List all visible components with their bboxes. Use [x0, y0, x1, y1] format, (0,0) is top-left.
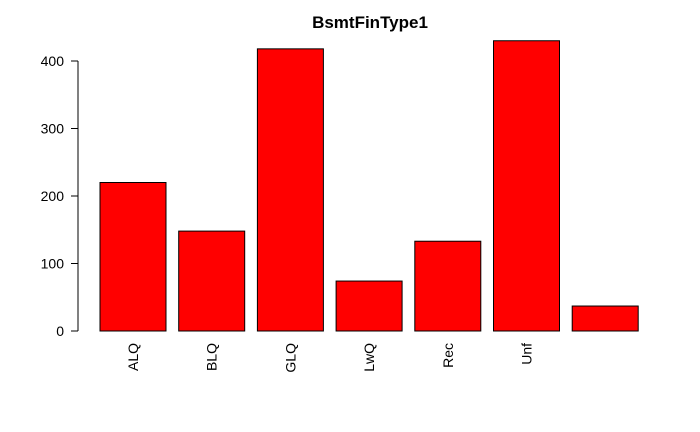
y-tick-label: 400 [41, 53, 65, 69]
chart-title: BsmtFinType1 [312, 13, 428, 32]
y-tick-label: 100 [41, 256, 65, 272]
bars-group [99, 40, 639, 332]
bar-lwq [335, 280, 403, 332]
y-tick-label: 200 [41, 188, 65, 204]
x-tick-label: GLQ [282, 343, 298, 373]
x-tick-label: BLQ [204, 343, 220, 371]
y-tick-label: 300 [41, 121, 65, 137]
y-tick-label: 0 [56, 323, 64, 339]
bar-category-7 [571, 305, 639, 332]
bar-alq [99, 182, 167, 332]
bar-glq [256, 48, 324, 332]
bar-rec [414, 240, 482, 332]
x-tick-label: Unf [519, 343, 535, 365]
x-tick-label: Rec [440, 343, 456, 368]
y-axis: 0 100 200 300 400 [41, 53, 79, 339]
x-tick-label: ALQ [125, 343, 141, 371]
bar-blq [178, 230, 246, 332]
x-axis-labels: ALQ BLQ GLQ LwQ Rec Unf [125, 343, 535, 373]
bar-unf [493, 40, 560, 332]
x-tick-label: LwQ [361, 343, 377, 372]
